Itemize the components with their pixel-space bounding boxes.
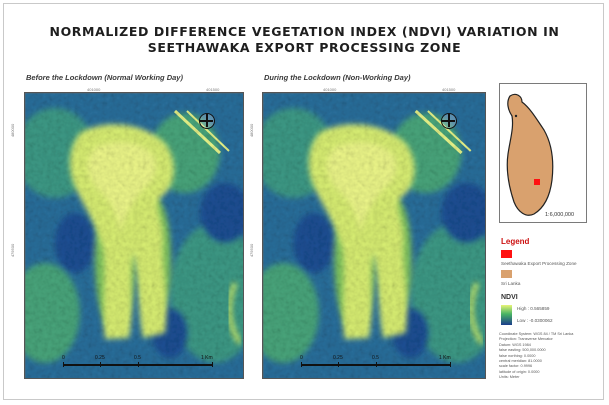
legend-title: Legend bbox=[501, 237, 530, 246]
grid-label-top-left: 401000 bbox=[323, 87, 337, 92]
scale-label: 0.25 bbox=[95, 355, 105, 361]
sri-lanka-shape bbox=[506, 93, 554, 216]
scale-label: 1 Km bbox=[439, 355, 451, 361]
metadata-line: Coordinate System: WGS 84 / TM Sri Lanka bbox=[499, 332, 574, 336]
grid-label-top-left: 401000 bbox=[87, 87, 101, 92]
grid-label-left-bottom: 479500 bbox=[249, 243, 255, 258]
legend-label-zone: Seethawaka Export Processing Zone bbox=[501, 261, 577, 266]
ndvi-color-ramp bbox=[501, 305, 512, 325]
grid-label-left-bottom: 479500 bbox=[10, 243, 16, 258]
grid-label-top-right: 401500 bbox=[442, 87, 456, 92]
grid-label-left-top: 480000 bbox=[249, 123, 255, 138]
legend-swatch-zone bbox=[501, 250, 512, 258]
ndvi-high-label: High : 0.565859 bbox=[517, 306, 550, 311]
zone-location-marker bbox=[534, 179, 540, 185]
scale-bar: 0 0.25 0.5 1 Km bbox=[62, 355, 213, 369]
metadata-line: false northing: 0.0000 bbox=[499, 353, 536, 358]
scale-label: 0.5 bbox=[134, 355, 141, 361]
legend-label-sri-lanka: Sri Lanka bbox=[501, 281, 521, 286]
ndvi-legend-title: NDVI bbox=[501, 294, 518, 301]
scale-label: 0.5 bbox=[372, 355, 379, 361]
map-frame bbox=[3, 3, 604, 400]
metadata-line: latitude of origin: 0.0000 bbox=[499, 369, 540, 374]
map-title: NORMALIZED DIFFERENCE VEGETATION INDEX (… bbox=[0, 24, 609, 56]
inset-scale: 1:6,000,000 bbox=[545, 212, 575, 218]
scale-label: 0.25 bbox=[333, 355, 343, 361]
metadata-line: Units: Meter bbox=[499, 375, 520, 380]
scale-bar: 0 0.25 0.5 1 Km bbox=[300, 355, 451, 369]
legend-swatch-sri-lanka bbox=[501, 270, 512, 278]
grid-label-top-right: 401500 bbox=[206, 87, 220, 92]
location-inset-map bbox=[499, 83, 587, 223]
metadata-line: scale factor: 0.9996 bbox=[499, 364, 533, 369]
scale-label: 0 bbox=[300, 355, 303, 361]
metadata-line: Datum: WGS 1984 bbox=[499, 342, 531, 347]
metadata-line: central meridian: 81.0000 bbox=[499, 359, 542, 363]
metadata-line: Projection: Transverse Mercator bbox=[499, 337, 553, 342]
north-arrow-icon bbox=[199, 113, 215, 129]
right-panel-subtitle: During the Lockdown (Non-Working Day) bbox=[264, 73, 411, 82]
grid-label-left-top: 480000 bbox=[10, 123, 16, 138]
ndvi-map-during: 0 0.25 0.5 1 Km bbox=[262, 92, 486, 379]
left-panel-subtitle: Before the Lockdown (Normal Working Day) bbox=[26, 73, 183, 82]
title-line-2: SEETHAWAKA EXPORT PROCESSING ZONE bbox=[147, 40, 462, 55]
scale-label: 1 Km bbox=[201, 355, 213, 361]
ndvi-low-label: Low : -0.0300062 bbox=[517, 318, 553, 323]
ndvi-map-before: 0 0.25 0.5 1 Km bbox=[24, 92, 244, 379]
scale-label: 0 bbox=[62, 355, 65, 361]
metadata-line: false easting: 500,000.0000 bbox=[499, 348, 546, 353]
title-line-1: NORMALIZED DIFFERENCE VEGETATION INDEX (… bbox=[49, 24, 560, 39]
north-arrow-icon bbox=[441, 113, 457, 129]
